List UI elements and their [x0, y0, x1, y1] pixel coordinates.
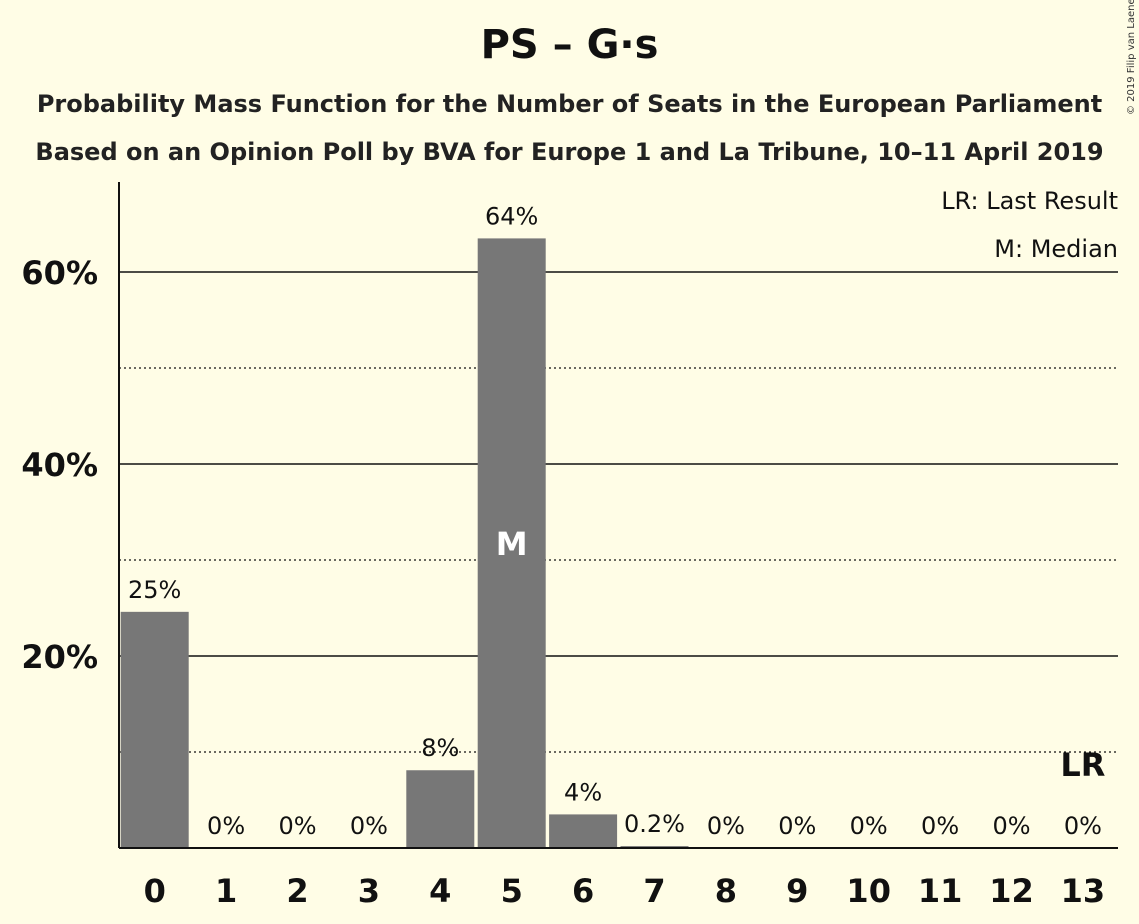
y-tick-label: 40% — [21, 446, 98, 484]
chart-title: PS – G·s — [480, 22, 659, 68]
chart-subtitle: Probability Mass Function for the Number… — [36, 90, 1103, 118]
bar-value-label: 0% — [850, 812, 888, 840]
bar-value-label: 25% — [128, 576, 181, 604]
x-tick-label: 8 — [715, 872, 737, 910]
bar — [477, 238, 546, 848]
bar-value-label: 0% — [992, 812, 1030, 840]
x-tick-label: 9 — [786, 872, 808, 910]
bar-value-label: 0% — [707, 812, 745, 840]
bar-value-label: 4% — [564, 778, 602, 806]
y-tick-label: 60% — [21, 254, 98, 292]
x-tick-label: 5 — [501, 872, 523, 910]
legend-last-result: LR: Last Result — [941, 187, 1118, 215]
bar-value-label: 0% — [921, 812, 959, 840]
axes: 20%40%60%0 1 2 3 4 5 6 7 8 9 10 11 12 13 — [21, 182, 1118, 910]
bar — [120, 611, 189, 848]
bar-value-label: 0% — [207, 812, 245, 840]
bar-value-label: 0% — [1064, 812, 1102, 840]
bar — [549, 814, 618, 848]
x-tick-label: 7 — [643, 872, 665, 910]
bar-value-label: 0% — [778, 812, 816, 840]
bar-value-label: 0% — [278, 812, 316, 840]
x-tick-label: 3 — [358, 872, 380, 910]
bar-value-label: 0.2% — [624, 810, 685, 838]
x-tick-label: 13 — [1061, 872, 1106, 910]
bars: 25% 0% 0% 0% 8% 64% 4% 0.2% 0% 0% 0% 0% 0% 0% M LR — [120, 202, 1105, 848]
x-tick-label: 2 — [286, 872, 308, 910]
last-result-marker: LR — [1060, 746, 1105, 784]
x-tick-label: 10 — [846, 872, 891, 910]
y-tick-label: 20% — [21, 638, 98, 676]
bar-value-label: 8% — [421, 734, 459, 762]
x-tick-label: 1 — [215, 872, 237, 910]
x-tick-label: 4 — [429, 872, 451, 910]
x-tick-label: 6 — [572, 872, 594, 910]
x-tick-label: 0 — [144, 872, 166, 910]
bar-value-label: 64% — [485, 202, 538, 230]
x-tick-label: 12 — [989, 872, 1034, 910]
gridlines — [119, 271, 1118, 753]
chart-subtitle-source: Based on an Opinion Poll by BVA for Euro… — [35, 138, 1104, 166]
bar — [406, 770, 475, 848]
x-tick-label: 11 — [918, 872, 963, 910]
median-marker: M — [496, 525, 528, 563]
bar-value-label: 0% — [350, 812, 388, 840]
legend-median: M: Median — [994, 235, 1118, 263]
